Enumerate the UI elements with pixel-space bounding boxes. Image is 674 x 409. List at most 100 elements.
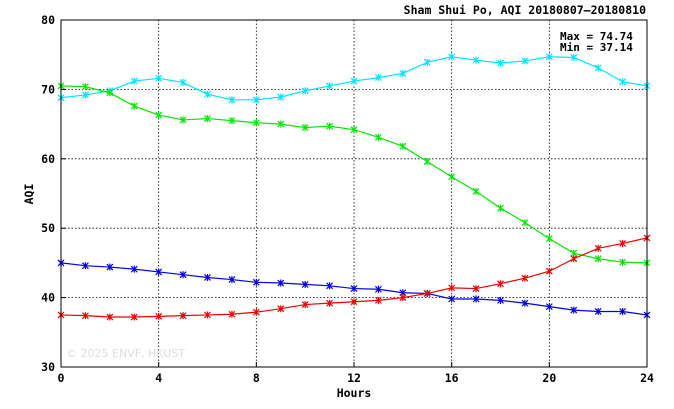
data-point xyxy=(448,173,456,181)
data-point xyxy=(423,289,431,297)
x-tick-label: 12 xyxy=(347,371,361,385)
series-0 xyxy=(57,53,651,104)
data-point xyxy=(179,271,187,279)
x-tick-label: 24 xyxy=(640,371,654,385)
data-point xyxy=(423,58,431,66)
data-point xyxy=(448,295,456,303)
data-point xyxy=(81,91,89,99)
data-point xyxy=(619,239,627,247)
data-point xyxy=(204,90,211,98)
data-point xyxy=(521,57,529,65)
y-tick-label: 70 xyxy=(41,82,55,96)
data-point xyxy=(448,53,456,61)
data-point xyxy=(301,280,309,288)
data-point xyxy=(521,219,529,227)
data-point xyxy=(399,294,407,302)
data-point xyxy=(106,263,114,271)
data-point xyxy=(130,102,138,110)
data-point xyxy=(472,285,480,293)
data-point xyxy=(326,282,334,290)
y-tick-label: 40 xyxy=(41,291,55,305)
data-point xyxy=(130,265,138,273)
y-tick-label: 60 xyxy=(41,152,55,166)
data-point xyxy=(619,258,627,266)
x-tick-label: 4 xyxy=(155,371,162,385)
x-axis-label: Hours xyxy=(337,386,372,400)
watermark: © 2025 ENVF, HKUST xyxy=(66,347,185,360)
data-point xyxy=(106,89,114,97)
data-point xyxy=(374,285,382,293)
data-point xyxy=(374,296,382,304)
data-point xyxy=(594,244,602,252)
data-point xyxy=(472,295,480,303)
series-3 xyxy=(57,234,651,321)
series-2 xyxy=(57,259,651,319)
data-point xyxy=(497,204,504,212)
data-point xyxy=(545,235,553,243)
y-tick-label: 30 xyxy=(41,360,55,374)
data-point xyxy=(570,306,578,314)
data-point xyxy=(619,78,627,86)
data-point xyxy=(545,303,553,311)
data-point xyxy=(399,142,407,150)
data-point xyxy=(350,285,358,293)
data-point xyxy=(545,267,553,275)
data-point xyxy=(301,87,309,95)
data-point xyxy=(130,77,138,85)
x-tick-label: 20 xyxy=(542,371,556,385)
data-point xyxy=(204,311,211,319)
x-tick-label: 8 xyxy=(253,371,260,385)
data-point xyxy=(130,313,138,321)
data-point xyxy=(301,124,309,132)
data-point xyxy=(81,83,89,91)
data-point xyxy=(252,308,260,316)
x-tick-label: 16 xyxy=(445,371,459,385)
data-point xyxy=(155,268,163,276)
data-point xyxy=(252,278,260,286)
data-point xyxy=(326,299,334,307)
x-tick-label: 0 xyxy=(58,371,65,385)
data-point xyxy=(594,255,602,263)
data-point xyxy=(277,120,285,128)
data-point xyxy=(204,115,211,123)
stat-min: Min = 37.14 xyxy=(560,41,633,54)
data-point xyxy=(204,273,211,281)
data-point xyxy=(497,280,504,288)
data-point xyxy=(228,310,236,318)
data-point xyxy=(81,312,89,320)
data-point xyxy=(619,307,627,315)
data-point xyxy=(301,301,309,309)
data-point xyxy=(521,299,529,307)
data-point xyxy=(155,312,163,320)
data-point xyxy=(448,284,456,292)
data-point xyxy=(594,307,602,315)
data-point xyxy=(155,111,163,119)
stat-max: Max = 74.74 xyxy=(560,30,633,43)
data-point xyxy=(545,53,553,61)
data-point xyxy=(399,69,407,77)
data-point xyxy=(228,117,236,125)
data-point xyxy=(521,274,529,282)
data-point xyxy=(570,255,578,263)
data-point xyxy=(594,64,602,72)
series-1 xyxy=(57,82,651,267)
axis-ticks: 0 4 8 12 16 20 24 30 40 50 60 70 80 xyxy=(41,13,654,385)
data-point xyxy=(106,313,114,321)
data-point xyxy=(350,126,358,134)
data-point xyxy=(179,116,187,124)
y-axis-label: AQI xyxy=(22,184,36,205)
data-point xyxy=(252,96,260,104)
data-point xyxy=(179,78,187,86)
data-point xyxy=(472,56,480,64)
data-point xyxy=(570,53,578,61)
series-layer xyxy=(57,53,651,321)
data-point xyxy=(423,158,431,166)
data-point xyxy=(179,312,187,320)
data-point xyxy=(472,187,480,195)
data-point xyxy=(277,305,285,313)
data-point xyxy=(326,122,334,130)
y-tick-label: 80 xyxy=(41,13,55,27)
data-point xyxy=(374,74,382,82)
data-point xyxy=(277,93,285,101)
data-point xyxy=(497,296,504,304)
